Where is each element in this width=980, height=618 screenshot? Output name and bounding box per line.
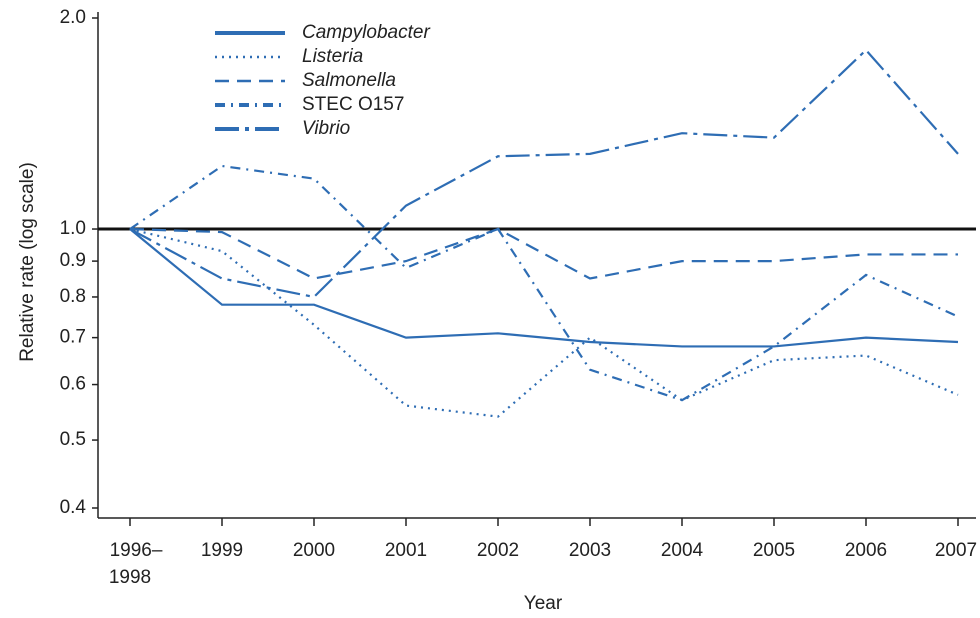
x-tick-label: 2006 xyxy=(845,540,887,561)
legend-label: Vibrio xyxy=(302,118,350,139)
x-tick-label: 2004 xyxy=(661,540,704,561)
x-tick-label: 2002 xyxy=(477,540,519,561)
y-axis-title: Relative rate (log scale) xyxy=(17,162,38,362)
y-tick-label: 0.6 xyxy=(60,374,86,395)
legend-label: STEC O157 xyxy=(302,94,404,115)
y-tick-label: 2.0 xyxy=(60,7,86,28)
x-tick-label: 1996– 1998 xyxy=(109,540,163,588)
series-line xyxy=(129,164,959,402)
y-tick-label: 0.7 xyxy=(60,327,86,348)
x-axis-title: Year xyxy=(524,593,563,614)
series-line xyxy=(129,227,959,418)
series-line xyxy=(129,228,959,348)
y-tick-label: 1.0 xyxy=(60,218,86,239)
legend-label: Salmonella xyxy=(302,70,396,91)
x-tick-label: 2001 xyxy=(385,540,427,561)
y-tick-label: 0.5 xyxy=(60,429,86,450)
x-tick-label: 2003 xyxy=(569,540,611,561)
legend-label: Campylobacter xyxy=(302,22,430,43)
legend-label: Listeria xyxy=(302,46,363,67)
series-line xyxy=(129,48,959,299)
y-tick-label: 0.9 xyxy=(60,250,86,271)
x-tick-label: 2005 xyxy=(753,540,795,561)
series-line xyxy=(129,227,958,280)
x-tick-label: 1999 xyxy=(201,540,243,561)
y-tick-label: 0.4 xyxy=(60,497,87,518)
x-tick-label: 2000 xyxy=(293,540,335,561)
x-tick-label: 2007 xyxy=(935,540,977,561)
y-tick-label: 0.8 xyxy=(60,286,86,307)
